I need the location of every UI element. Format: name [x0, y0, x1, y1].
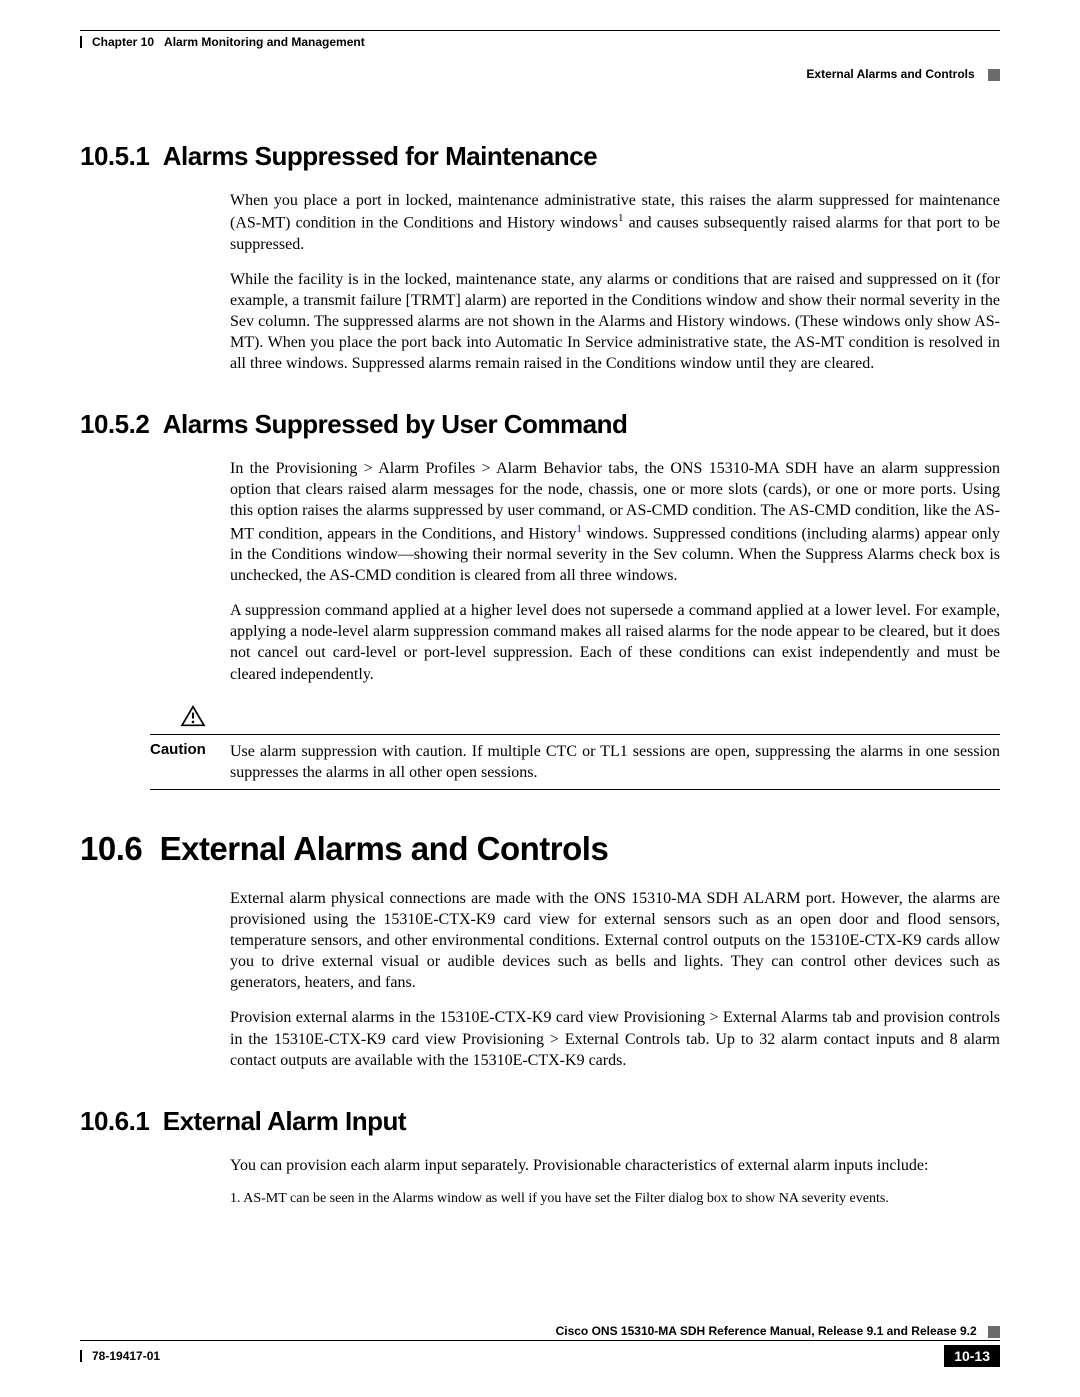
footer-tick — [80, 1350, 82, 1362]
caution-rule-top — [150, 734, 1000, 735]
body-10-6-1: You can provision each alarm input separ… — [230, 1155, 1000, 1176]
header-line: Chapter 10 Alarm Monitoring and Manageme… — [80, 35, 1000, 49]
heading-number: 10.5.2 — [80, 409, 149, 439]
footer-rule — [80, 1340, 1000, 1341]
paragraph: Provision external alarms in the 15310E-… — [230, 1007, 1000, 1070]
paragraph: External alarm physical connections are … — [230, 888, 1000, 994]
heading-10-5-1: 10.5.1 Alarms Suppressed for Maintenance — [80, 141, 1000, 172]
warning-triangle-icon — [180, 705, 206, 727]
chapter-title: Alarm Monitoring and Management — [164, 35, 365, 49]
manual-title-text: Cisco ONS 15310-MA SDH Reference Manual,… — [556, 1324, 977, 1338]
heading-number: 10.6 — [80, 830, 142, 867]
content-area: 10.5.1 Alarms Suppressed for Maintenance… — [80, 141, 1000, 1208]
footnote: 1. AS-MT can be seen in the Alarms windo… — [230, 1190, 1000, 1208]
caution-block: Caution Use alarm suppression with cauti… — [150, 705, 1000, 790]
heading-text: External Alarms and Controls — [160, 830, 609, 867]
caution-text: Use alarm suppression with caution. If m… — [230, 741, 1000, 783]
paragraph: You can provision each alarm input separ… — [230, 1155, 1000, 1176]
caution-label: Caution — [150, 741, 230, 758]
heading-10-6: 10.6 External Alarms and Controls — [80, 830, 1000, 868]
footer-bottom: 78-19417-01 10-13 — [80, 1345, 1000, 1367]
caution-row: Caution Use alarm suppression with cauti… — [150, 741, 1000, 783]
heading-10-5-2: 10.5.2 Alarms Suppressed by User Command — [80, 409, 1000, 440]
paragraph: In the Provisioning > Alarm Profiles > A… — [230, 458, 1000, 586]
heading-10-6-1: 10.6.1 External Alarm Input — [80, 1106, 1000, 1137]
header-rule — [80, 30, 1000, 31]
chapter-label: Chapter 10 — [92, 35, 154, 49]
heading-text: Alarms Suppressed by User Command — [163, 409, 628, 439]
body-10-5-2: In the Provisioning > Alarm Profiles > A… — [230, 458, 1000, 684]
paragraph: While the facility is in the locked, mai… — [230, 269, 1000, 375]
page-number-badge: 10-13 — [944, 1345, 1000, 1367]
body-10-6: External alarm physical connections are … — [230, 888, 1000, 1071]
doc-number-text: 78-19417-01 — [92, 1349, 160, 1363]
body-10-5-1: When you place a port in locked, mainten… — [230, 190, 1000, 374]
header-square-icon — [988, 69, 1000, 81]
footer-manual-title: Cisco ONS 15310-MA SDH Reference Manual,… — [80, 1324, 1000, 1338]
document-page: Chapter 10 Alarm Monitoring and Manageme… — [0, 0, 1080, 1397]
section-indicator: External Alarms and Controls — [806, 67, 974, 81]
footer-square-icon — [988, 1326, 1000, 1338]
paragraph: When you place a port in locked, mainten… — [230, 190, 1000, 255]
caution-icon-wrap — [180, 705, 1000, 732]
heading-number: 10.5.1 — [80, 141, 149, 171]
paragraph: A suppression command applied at a highe… — [230, 600, 1000, 684]
heading-text: External Alarm Input — [163, 1106, 406, 1136]
heading-number: 10.6.1 — [80, 1106, 149, 1136]
header-tick — [80, 36, 82, 48]
running-header-right: External Alarms and Controls — [80, 67, 1000, 81]
footer-doc-number: 78-19417-01 — [80, 1349, 160, 1363]
footer: Cisco ONS 15310-MA SDH Reference Manual,… — [80, 1324, 1000, 1367]
caution-rule-bottom — [150, 789, 1000, 790]
heading-text: Alarms Suppressed for Maintenance — [163, 141, 597, 171]
